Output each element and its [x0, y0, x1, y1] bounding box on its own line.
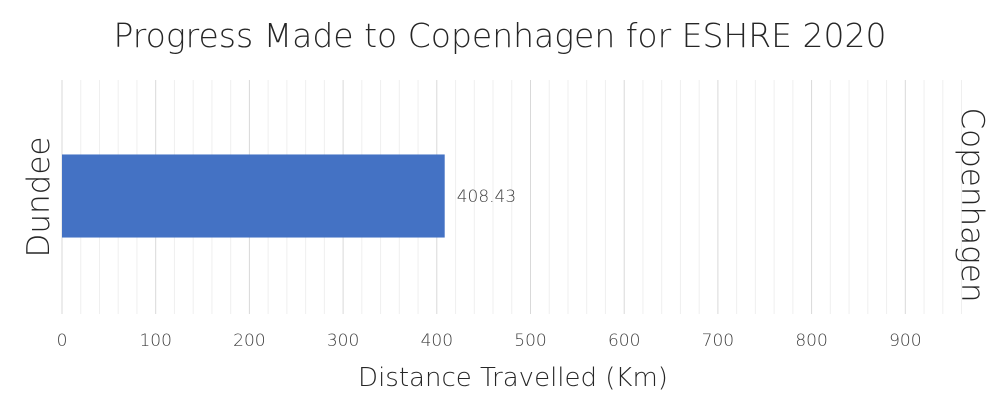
x-tick-label: 800 — [795, 331, 827, 351]
x-tick-label: 100 — [139, 331, 171, 351]
start-city-label: Dundee — [21, 137, 57, 258]
x-axis-title: Distance Travelled (Km) — [358, 363, 668, 393]
x-tick-labels: 0 100 200 300 400 500 600 700 800 900 — [57, 331, 922, 351]
x-tick-label: 900 — [889, 331, 921, 351]
x-tick-label: 700 — [702, 331, 734, 351]
chart-title: Progress Made to Copenhagen for ESHRE 20… — [113, 16, 886, 55]
bar-value-label: 408.43 — [457, 187, 516, 207]
progress-bar — [62, 154, 445, 238]
x-tick-label: 400 — [421, 331, 453, 351]
x-tick-label: 0 — [57, 331, 68, 351]
x-tick-label: 300 — [327, 331, 359, 351]
bars: 408.43 — [62, 154, 516, 238]
destination-city-label: Copenhagen — [954, 108, 990, 303]
x-tick-label: 500 — [514, 331, 546, 351]
x-tick-label: 600 — [608, 331, 640, 351]
x-tick-label: 200 — [233, 331, 265, 351]
